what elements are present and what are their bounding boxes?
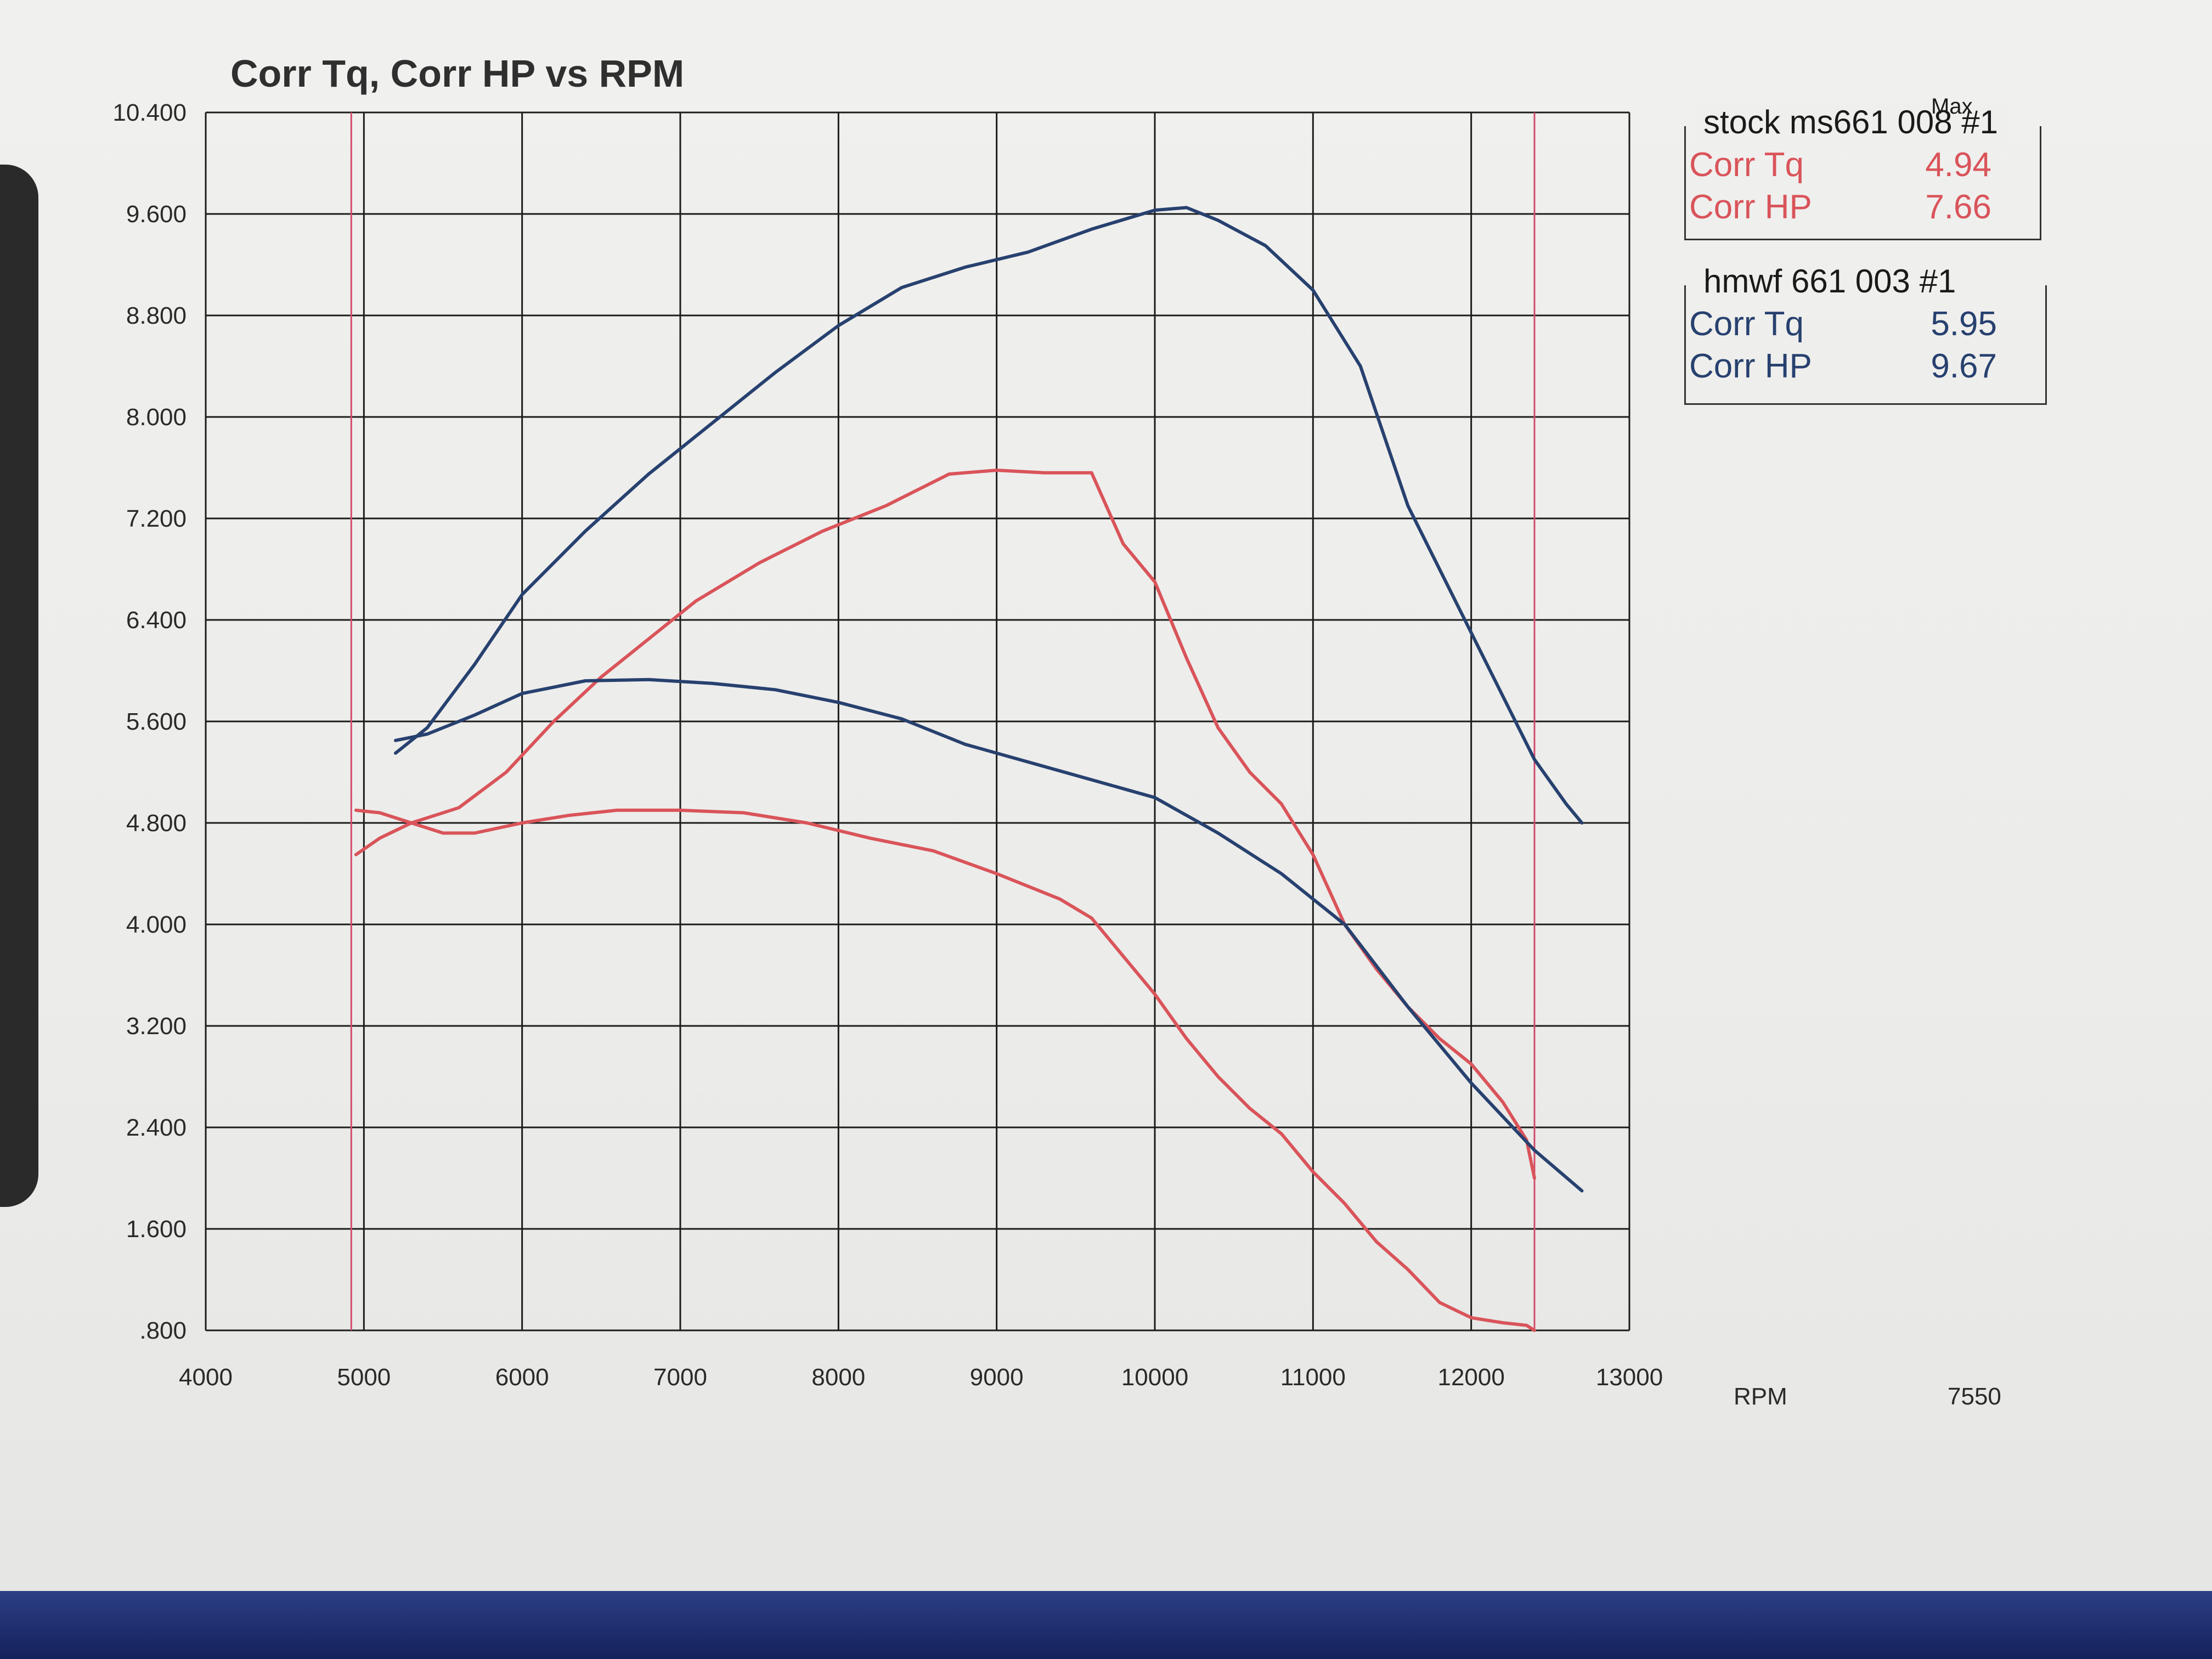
x-tick-5000: 5000 [337,1364,391,1391]
series-line-corr-hp-stock [354,469,1536,1180]
legend-stock-tq-value: 4.94 [1925,146,1991,184]
x-tick-13000: 13000 [1596,1364,1663,1391]
y-tick-10: 2.400 [126,1114,187,1141]
legend-hmwf-hp-value: 9.67 [1931,347,1997,385]
chart-title: Corr Tq, Corr HP vs RPM [230,52,684,95]
x-tick-10000: 10000 [1121,1364,1188,1391]
y-tick-7: 4.800 [126,810,187,837]
series-line-corr-hp-hmwf [394,206,1584,825]
x-tick-7000: 7000 [653,1364,707,1391]
y-tick-3: 8.000 [126,404,187,431]
binder-clip [0,165,38,1207]
x-tick-6000: 6000 [495,1364,549,1391]
y-tick-8: 4.000 [126,911,187,938]
legend-hmwf-tq-row: Corr Tq 5.95 [1686,304,2045,344]
x-tick-11000: 11000 [1280,1364,1346,1391]
y-tick-0: 10.400 [112,99,187,126]
chart-grid [205,111,1630,1331]
series-line-corr-tq-hmwf [394,678,1584,1193]
max-column-label: Max [1931,94,1973,119]
rpm-markers [350,112,1536,1330]
legend-stock-hp-label: Corr HP [1689,188,1812,226]
legend-hmwf: hmwf 661 003 #1 Corr Tq 5.95 Corr HP 9.6… [1684,262,2047,405]
y-tick-6: 5.600 [126,708,187,735]
legend-stock-hp-value: 7.66 [1925,188,1991,226]
legend-hmwf-hp-row: Corr HP 9.67 [1686,347,2045,386]
legend-hmwf-tq-value: 5.95 [1931,305,1997,343]
y-tick-1: 9.600 [126,201,187,228]
y-tick-9: 3.200 [126,1013,187,1040]
legend-stock: stock ms661 008 #1 Corr Tq 4.94 Corr HP … [1684,103,2041,240]
y-tick-12: .800 [139,1317,187,1344]
x-tick-9000: 9000 [970,1364,1024,1391]
desk-surface [0,1591,2212,1659]
y-tick-2: 8.800 [126,302,187,329]
legend-hmwf-hp-label: Corr HP [1689,347,1812,385]
rpm-readout: 7550 [1948,1383,2001,1410]
chart-series [354,206,1584,1332]
x-axis: 4000 5000 6000 7000 8000 9000 10000 11000 12000 1… [179,1364,1663,1391]
x-tick-12000: 12000 [1437,1364,1504,1391]
y-axis: 10.400 9.600 8.800 8.000 7.200 6.400 5.600 4.80… [112,99,187,1344]
legend-stock-tq-label: Corr Tq [1689,146,1804,184]
y-tick-11: 1.600 [126,1216,187,1243]
y-tick-4: 7.200 [126,505,187,532]
y-tick-5: 6.400 [126,607,187,634]
legend-stock-title: stock ms661 008 #1 [1696,103,2006,141]
legend-hmwf-title: hmwf 661 003 #1 [1696,262,1964,300]
x-tick-8000: 8000 [811,1364,865,1391]
series-line-corr-tq-stock [354,808,1536,1332]
x-tick-4000: 4000 [179,1364,233,1391]
x-axis-label: RPM [1734,1383,1787,1410]
legend-stock-hp-row: Corr HP 7.66 [1686,188,2040,227]
legend-stock-tq-row: Corr Tq 4.94 [1686,145,2040,185]
legend-hmwf-tq-label: Corr Tq [1689,305,1804,343]
